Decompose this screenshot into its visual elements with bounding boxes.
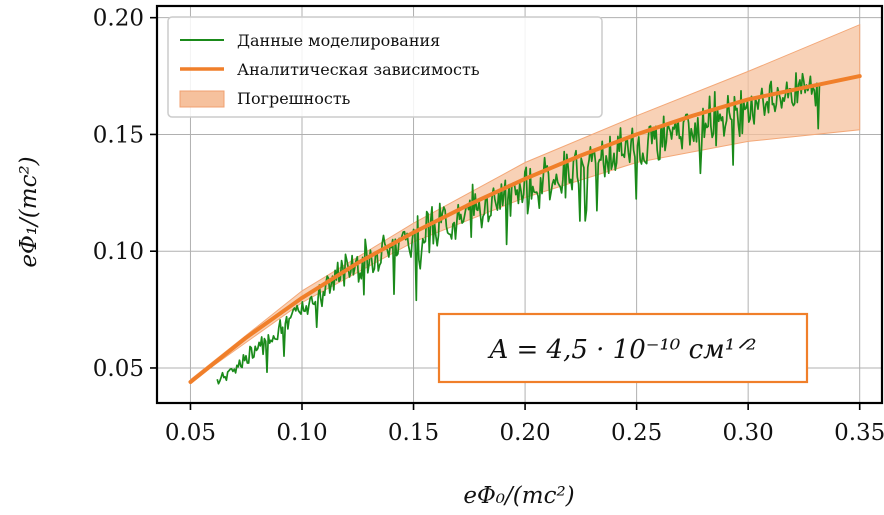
x-tick-label: 0.10 (276, 420, 327, 446)
annotation-box (437, 312, 809, 384)
x-tick-label: 0.20 (499, 420, 550, 446)
legend-swatch-band (179, 90, 225, 108)
y-tick-label: 0.05 (93, 356, 144, 382)
x-tick-label: 0.35 (834, 420, 884, 446)
annotation: A = 4,5 · 10⁻¹⁰ см¹ᐟ² (437, 312, 809, 384)
x-tick-label: 0.25 (611, 420, 662, 446)
simulation-series-layer (216, 72, 821, 385)
x-tick-label: 0.05 (165, 420, 216, 446)
annotation-text: A = 4,5 · 10⁻¹⁰ см¹ᐟ² (487, 335, 756, 365)
legend: Данные моделирования Аналитическая завис… (167, 16, 603, 118)
analytic-series-layer (188, 74, 862, 384)
simulation-line (216, 72, 821, 385)
legend-label-sim: Данные моделирования (237, 31, 440, 50)
legend-box (167, 16, 603, 118)
x-tick-label: 0.30 (723, 420, 774, 446)
y-tick-label: 0.20 (93, 6, 144, 32)
ticks: 0.05 0.10 0.15 0.20 0.25 0.30 0.35 0.05 0.10 0.15… (93, 6, 884, 446)
legend-label-band: Погрешность (237, 89, 351, 108)
analytic-line (188, 74, 862, 384)
x-axis-title: eΦ₀/(mc²) (463, 483, 574, 509)
plot-frame (155, 4, 884, 405)
y-tick-label: 0.10 (93, 239, 144, 265)
legend-label-analytic: Аналитическая зависимость (237, 60, 480, 79)
y-axis-title: eΦ₁/(mc²) (16, 156, 42, 267)
x-tick-label: 0.15 (388, 420, 439, 446)
y-tick-label: 0.15 (93, 122, 144, 148)
